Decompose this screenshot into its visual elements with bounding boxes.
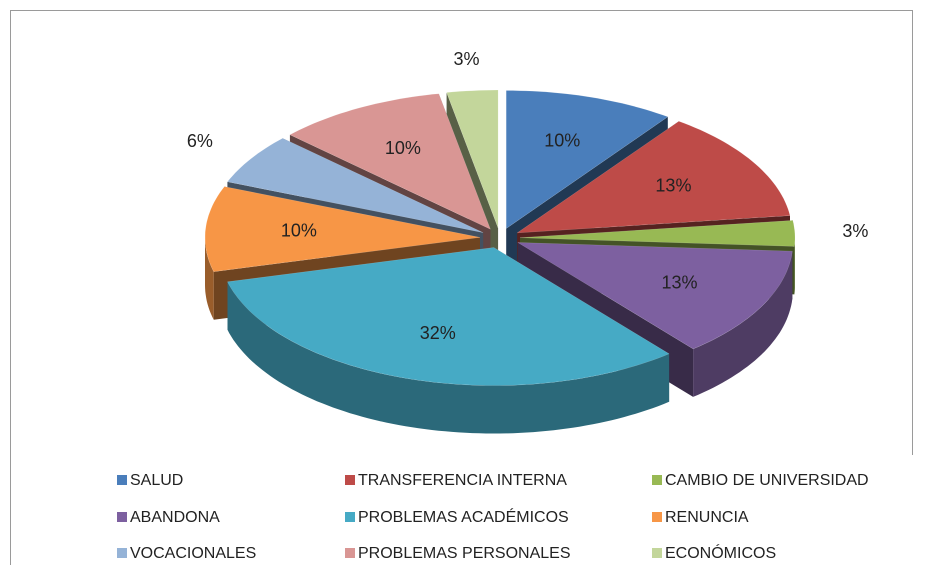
slice-side (227, 281, 670, 434)
data-label: 10% (544, 131, 580, 151)
pie-slice (519, 220, 796, 247)
legend-label: CAMBIO DE UNIVERSIDAD (665, 472, 869, 489)
pie-slice (505, 90, 669, 229)
pie-slice (516, 242, 793, 350)
legend-swatch (652, 548, 662, 558)
pie-slice (204, 186, 481, 272)
slice-side (205, 237, 214, 320)
pie-slice (516, 121, 791, 234)
pie-slice (226, 137, 484, 233)
legend-swatch (652, 475, 662, 485)
legend-label: RENUNCIA (665, 509, 749, 526)
slice-side (794, 237, 795, 295)
data-label: 3% (454, 49, 480, 69)
legend-swatch (652, 512, 662, 522)
legend-label: PROBLEMAS ACADÉMICOS (358, 507, 569, 526)
legend-swatch (117, 548, 127, 558)
data-label: 32% (420, 323, 456, 343)
data-label: 10% (385, 138, 421, 158)
legend-swatch (345, 512, 355, 522)
legend-swatch (117, 475, 127, 485)
pie-slice (446, 89, 499, 229)
data-label: 13% (655, 175, 691, 195)
legend-label: SALUD (130, 472, 183, 489)
legend-label: PROBLEMAS PERSONALES (358, 545, 571, 562)
legend-label: ECONÓMICOS (665, 543, 776, 562)
legend-label: VOCACIONALES (130, 545, 256, 562)
legend-label: ABANDONA (130, 509, 220, 526)
legend-swatch (117, 512, 127, 522)
data-label: 6% (187, 131, 213, 151)
data-label: 13% (662, 273, 698, 293)
slice-side (693, 251, 793, 397)
data-label: 3% (842, 221, 868, 241)
legend-label: TRANSFERENCIA INTERNA (358, 472, 567, 489)
pie-slice (289, 93, 491, 230)
data-label: 10% (281, 220, 317, 240)
legend-swatch (345, 548, 355, 558)
pie-slice (227, 247, 670, 386)
legend-swatch (345, 475, 355, 485)
chart-frame (10, 10, 913, 565)
